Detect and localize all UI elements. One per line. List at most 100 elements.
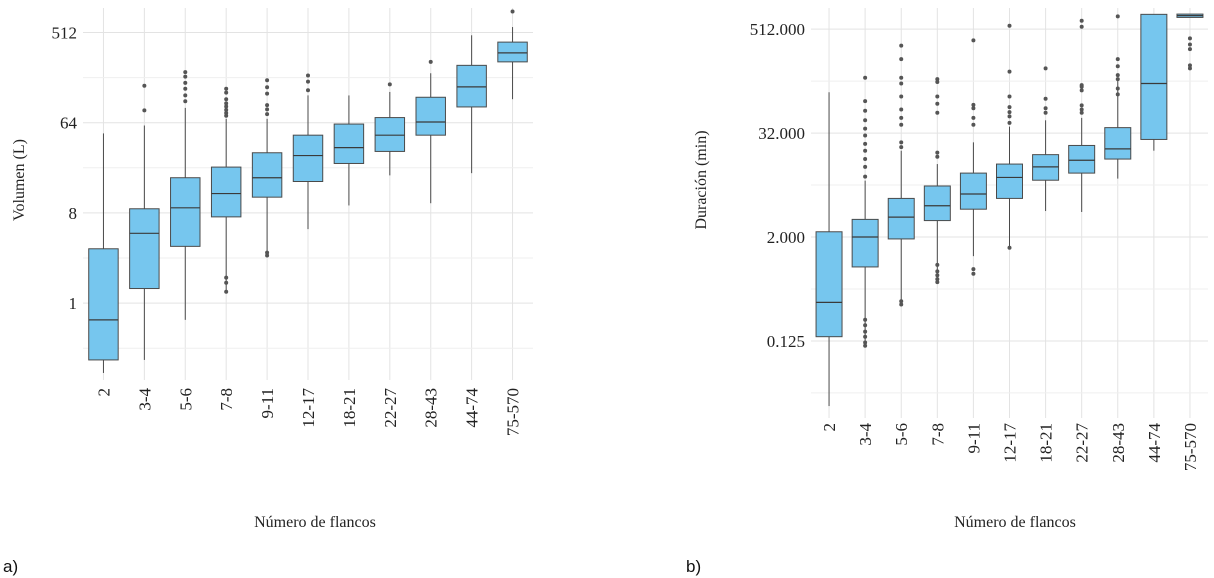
outlier-point: [1187, 36, 1192, 41]
outlier-point: [224, 275, 229, 280]
box-iqr: [815, 231, 843, 338]
outlier-point: [1043, 66, 1048, 71]
outlier-point: [899, 57, 904, 62]
outlier-point: [306, 88, 310, 93]
box-iqr: [851, 218, 879, 268]
outlier-point: [224, 101, 229, 106]
box-iqr: [374, 117, 406, 152]
outlier-point: [899, 299, 904, 304]
outlier-point: [863, 75, 868, 80]
outlier-point: [899, 107, 904, 112]
outlier-point: [1079, 83, 1084, 88]
box-28-43: [415, 59, 446, 204]
x-tick-label: 3-4: [856, 423, 875, 446]
outlier-point: [935, 273, 940, 278]
outlier-point: [863, 164, 868, 169]
chart-panel-a: 1 8 64 512 2 3-4 5-6 7-8 9-11 12-17 18-21 22-27 28-…: [3, 8, 533, 576]
x-tick-label: 28-43: [1109, 423, 1128, 463]
outlier-point: [1115, 73, 1120, 78]
outlier-point: [224, 289, 229, 294]
box-5-6: [887, 43, 915, 307]
box-28-43: [1104, 14, 1132, 179]
outlier-point: [971, 267, 976, 272]
outlier-point: [935, 262, 940, 267]
x-tick-label: 75-570: [504, 388, 523, 436]
outlier-point: [863, 99, 868, 104]
outlier-point: [863, 108, 868, 113]
outlier-point: [935, 150, 940, 155]
box-44-74: [456, 35, 487, 174]
outlier-point: [1079, 24, 1084, 29]
outlier-point: [863, 329, 868, 334]
outlier-point: [1187, 66, 1192, 71]
outlier-point: [224, 104, 229, 109]
outlier-point: [1007, 23, 1012, 28]
outlier-point: [1007, 69, 1012, 74]
x-tick-label: 44-74: [1145, 423, 1164, 463]
x-tick-label: 22-27: [381, 388, 400, 428]
outlier-point: [265, 107, 270, 112]
outlier-point: [863, 148, 868, 153]
outlier-point: [1079, 107, 1084, 112]
y-tick-label: 64: [60, 114, 78, 133]
box-iqr: [333, 123, 365, 164]
y-axis-title-b: Duración (min): [693, 130, 710, 229]
box-iqr: [251, 152, 283, 198]
outlier-point: [863, 174, 868, 179]
outlier-point: [1007, 105, 1012, 110]
outlier-point: [971, 271, 976, 276]
outlier-point: [935, 101, 940, 106]
x-tick-label: 9-11: [964, 423, 983, 454]
outlier-point: [183, 86, 188, 91]
outlier-point: [224, 86, 229, 91]
outlier-point: [265, 253, 270, 258]
box-iqr: [210, 166, 242, 218]
box-44-74: [1140, 13, 1168, 151]
outlier-point: [863, 340, 868, 345]
x-axis-title-a: Número de flancos: [254, 514, 376, 531]
outlier-point: [935, 277, 940, 282]
box-75-570: [1176, 13, 1204, 71]
outlier-point: [1079, 18, 1084, 23]
outlier-point: [265, 103, 270, 108]
outlier-point: [899, 43, 904, 48]
box-iqr: [415, 96, 446, 136]
outlier-point: [142, 83, 147, 88]
x-tick-label: 12-17: [1001, 423, 1020, 463]
outlier-point: [935, 79, 940, 84]
x-tick-label: 18-21: [340, 388, 359, 428]
outlier-point: [863, 343, 868, 348]
x-tick-label: 7-8: [928, 423, 947, 446]
outlier-point: [971, 38, 976, 43]
box-7-8: [210, 86, 242, 294]
outlier-point: [863, 334, 868, 339]
box-12-17: [996, 23, 1023, 250]
outlier-point: [265, 85, 270, 90]
outlier-point: [1079, 88, 1084, 93]
panel-label-b: b): [686, 557, 701, 576]
box-22-27: [1068, 18, 1096, 212]
outlier-point: [935, 280, 940, 285]
outlier-point: [224, 90, 229, 95]
outlier-point: [306, 73, 310, 78]
outlier-point: [183, 93, 188, 98]
box-iqr: [292, 134, 324, 182]
box-iqr: [959, 172, 987, 210]
outlier-point: [142, 108, 147, 113]
y-tick-label: 0.125: [767, 332, 805, 351]
x-axis-title-b: Número de flancos: [954, 514, 1076, 531]
x-tick-label: 2: [94, 388, 113, 397]
box-9-11: [959, 38, 987, 276]
outlier-point: [1079, 110, 1084, 115]
box-iqr: [456, 64, 487, 108]
outlier-point: [1007, 120, 1012, 125]
outlier-point: [1187, 63, 1192, 68]
outlier-point: [387, 82, 392, 87]
box-iqr: [170, 177, 201, 247]
x-tick-label: 5-6: [176, 388, 195, 411]
outlier-point: [935, 77, 940, 82]
x-tick-label: 28-43: [422, 388, 441, 428]
x-tick-label: 44-74: [463, 388, 482, 428]
box-iqr: [996, 163, 1023, 199]
